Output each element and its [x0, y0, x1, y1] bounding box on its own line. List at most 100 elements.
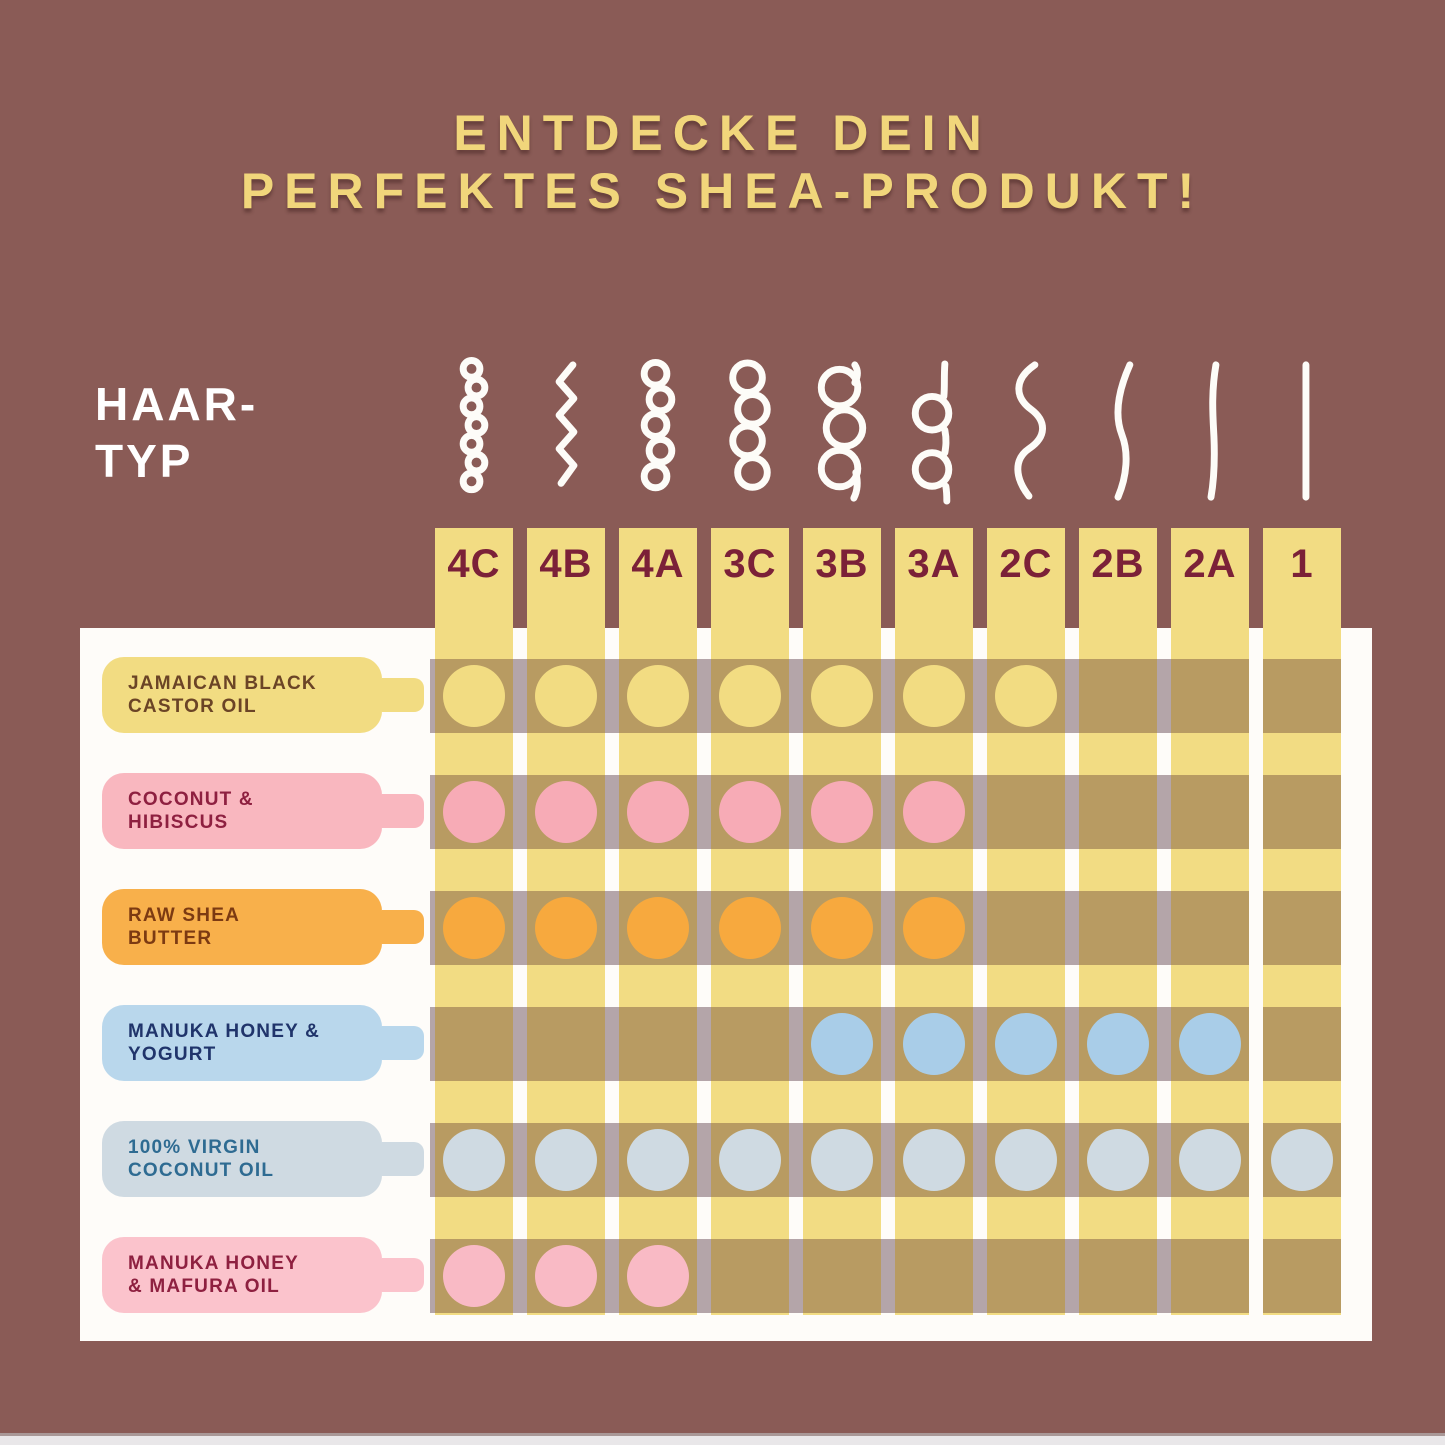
match-dot-4B: [535, 1245, 597, 1307]
match-dot-3A: [903, 1129, 965, 1191]
match-dot-2C: [995, 665, 1057, 727]
match-dot-2A: [1179, 1013, 1241, 1075]
matrix-cell-3B: [803, 1239, 881, 1313]
product-name-line1: MANUKA HONEY: [128, 1253, 299, 1274]
match-dot-3A: [903, 781, 965, 843]
wave-strong-icon: [998, 356, 1054, 506]
match-dot-3A: [903, 897, 965, 959]
bottle-nozzle-icon: [382, 678, 424, 712]
matrix-cell-3C: [711, 1239, 789, 1313]
product-name-line2: CASTOR OIL: [128, 696, 257, 717]
match-dot-4B: [535, 897, 597, 959]
page-title-line1: ENTDECKE DEIN: [453, 105, 992, 161]
match-dot-3B: [811, 781, 873, 843]
match-dot-2C: [995, 1129, 1057, 1191]
matrix-cell-2C: [987, 891, 1065, 965]
match-dot-2B: [1087, 1013, 1149, 1075]
match-dot-4A: [627, 1245, 689, 1307]
product-bottle: JAMAICAN BLACK CASTOR OIL: [102, 657, 382, 733]
product-name-line1: RAW SHEA: [128, 905, 240, 926]
matrix-cell-2B: [1079, 891, 1157, 965]
column-header-3C: 3C: [723, 542, 777, 586]
matrix-cell-1: [1263, 659, 1341, 733]
match-dot-4A: [627, 897, 689, 959]
column-header-4B: 4B: [539, 542, 593, 586]
match-dot-4C: [443, 781, 505, 843]
column-header-3A: 3A: [907, 542, 961, 586]
product-name: RAW SHEA BUTTER: [102, 904, 382, 950]
product-name-line1: COCONUT &: [128, 789, 254, 810]
match-dot-3C: [719, 665, 781, 727]
product-name-line2: COCONUT OIL: [128, 1160, 275, 1181]
match-dot-3A: [903, 1013, 965, 1075]
match-dot-3B: [811, 897, 873, 959]
hair-type-heading: HAAR- TYP: [95, 376, 258, 490]
matrix-cell-2B: [1079, 775, 1157, 849]
bottle-nozzle-icon: [382, 1258, 424, 1292]
matrix-cell-2A: [1171, 891, 1249, 965]
coil-small-icon: [630, 356, 686, 506]
match-dot-4A: [627, 665, 689, 727]
column-header-2A: 2A: [1183, 542, 1237, 586]
column-header-3B: 3B: [815, 542, 869, 586]
column-header-4A: 4A: [631, 542, 685, 586]
product-name: MANUKA HONEY & MAFURA OIL: [102, 1252, 382, 1298]
matrix-cell-2C: [987, 1239, 1065, 1313]
match-dot-2B: [1087, 1129, 1149, 1191]
hair-type-heading-line2: TYP: [95, 435, 194, 487]
match-dot-4C: [443, 665, 505, 727]
match-dot-4C: [443, 897, 505, 959]
match-dot-3B: [811, 665, 873, 727]
column-header-4C: 4C: [447, 542, 501, 586]
matrix-cell-2C: [987, 775, 1065, 849]
matrix-cell-1: [1263, 891, 1341, 965]
bottle-nozzle-icon: [382, 1026, 424, 1060]
matrix-cell-4C: [435, 1007, 513, 1081]
bottle-nozzle-icon: [382, 1142, 424, 1176]
zigzag-icon: [538, 356, 594, 506]
matrix-cell-1: [1263, 1007, 1341, 1081]
straight-line-icon: [1274, 356, 1330, 506]
product-name: COCONUT & HIBISCUS: [102, 788, 382, 834]
product-name-line1: MANUKA HONEY &: [128, 1021, 321, 1042]
coil-tight-icon: [446, 356, 502, 506]
matrix-cell-2A: [1171, 659, 1249, 733]
match-dot-4B: [535, 665, 597, 727]
page-title-line2: PERFEKTES SHEA-PRODUKT!: [240, 163, 1205, 219]
loops-large-icon: [814, 356, 870, 506]
product-bottle: 100% VIRGIN COCONUT OIL: [102, 1121, 382, 1197]
match-dot-3A: [903, 665, 965, 727]
bottle-nozzle-icon: [382, 910, 424, 944]
match-dot-4B: [535, 1129, 597, 1191]
match-dot-4C: [443, 1129, 505, 1191]
matrix-cell-1: [1263, 775, 1341, 849]
matrix-cell-2A: [1171, 775, 1249, 849]
loops-loose-icon: [906, 356, 962, 506]
match-dot-4B: [535, 781, 597, 843]
wave-gentle-icon: [1090, 356, 1146, 506]
match-dot-1: [1271, 1129, 1333, 1191]
page-title: ENTDECKE DEIN PERFEKTES SHEA-PRODUKT!: [0, 104, 1445, 220]
column-header-1: 1: [1290, 542, 1314, 586]
matrix-cell-2A: [1171, 1239, 1249, 1313]
product-bottle: MANUKA HONEY & MAFURA OIL: [102, 1237, 382, 1313]
product-name: MANUKA HONEY & YOGURT: [102, 1020, 382, 1066]
wave-slight-icon: [1182, 356, 1238, 506]
coil-medium-icon: [722, 356, 778, 506]
match-dot-4A: [627, 1129, 689, 1191]
bottom-edge-strip: [0, 1433, 1445, 1445]
hair-type-heading-line1: HAAR-: [95, 378, 259, 430]
matrix-cell-3C: [711, 1007, 789, 1081]
product-name-line1: 100% VIRGIN: [128, 1137, 261, 1158]
column-header-2B: 2B: [1091, 542, 1145, 586]
match-dot-4C: [443, 1245, 505, 1307]
product-name-line2: HIBISCUS: [128, 812, 229, 833]
matrix-cell-2B: [1079, 1239, 1157, 1313]
matrix-cell-4B: [527, 1007, 605, 1081]
column-header-2C: 2C: [999, 542, 1053, 586]
matrix-cell-1: [1263, 1239, 1341, 1313]
match-dot-3C: [719, 1129, 781, 1191]
bottle-nozzle-icon: [382, 794, 424, 828]
match-dot-2C: [995, 1013, 1057, 1075]
